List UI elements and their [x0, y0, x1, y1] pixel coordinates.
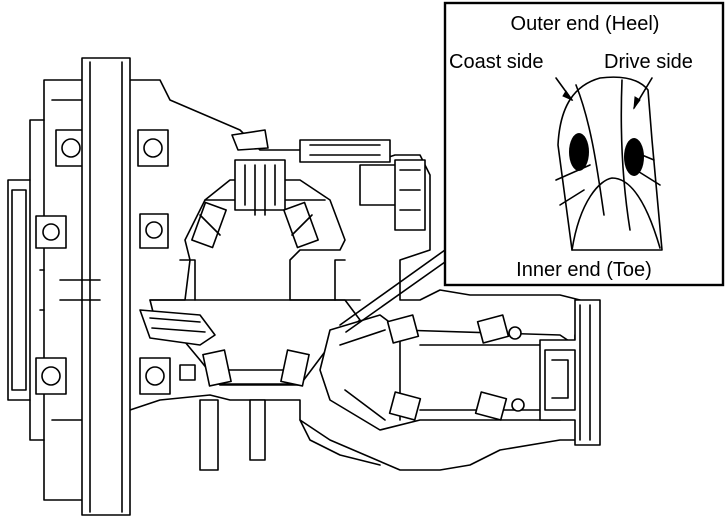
- right-axle-bearing-mid: [139, 213, 169, 249]
- drive-side-label: Drive side: [604, 51, 693, 73]
- axle-shaft: [81, 57, 131, 516]
- coast-side-label: Coast side: [449, 51, 544, 73]
- left-bearing-mid: [35, 215, 67, 249]
- pinion-bearing-front-upper: [386, 314, 420, 344]
- inset-title: Outer end (Heel): [511, 13, 660, 35]
- side-gear-bearing-lower-left: [202, 349, 232, 387]
- right-axle-bearing-upper: [137, 129, 169, 167]
- side-gear-bearing-lower-right: [280, 349, 310, 387]
- pinion-bearing-front-lower: [388, 391, 422, 421]
- callout-leader: [339, 249, 446, 333]
- left-bearing-lower: [35, 357, 67, 395]
- tooth-contact-inset: Outer end (Heel) Coast side Drive side I…: [443, 1, 725, 287]
- differential-assembly-drawing: [7, 57, 601, 516]
- coast-side-contact-pattern: [569, 133, 589, 171]
- pinion-bearing-rear-upper: [476, 314, 510, 344]
- right-axle-bearing-lower: [139, 357, 171, 395]
- pinion-bearing-rear-lower: [474, 391, 508, 421]
- side-gear-bearing-upper-right: [283, 201, 319, 249]
- inner-end-label: Inner end (Toe): [516, 259, 652, 281]
- left-bearing-upper: [55, 129, 87, 167]
- side-gear-bearing-upper-left: [191, 201, 227, 249]
- drive-side-contact-pattern: [624, 138, 644, 176]
